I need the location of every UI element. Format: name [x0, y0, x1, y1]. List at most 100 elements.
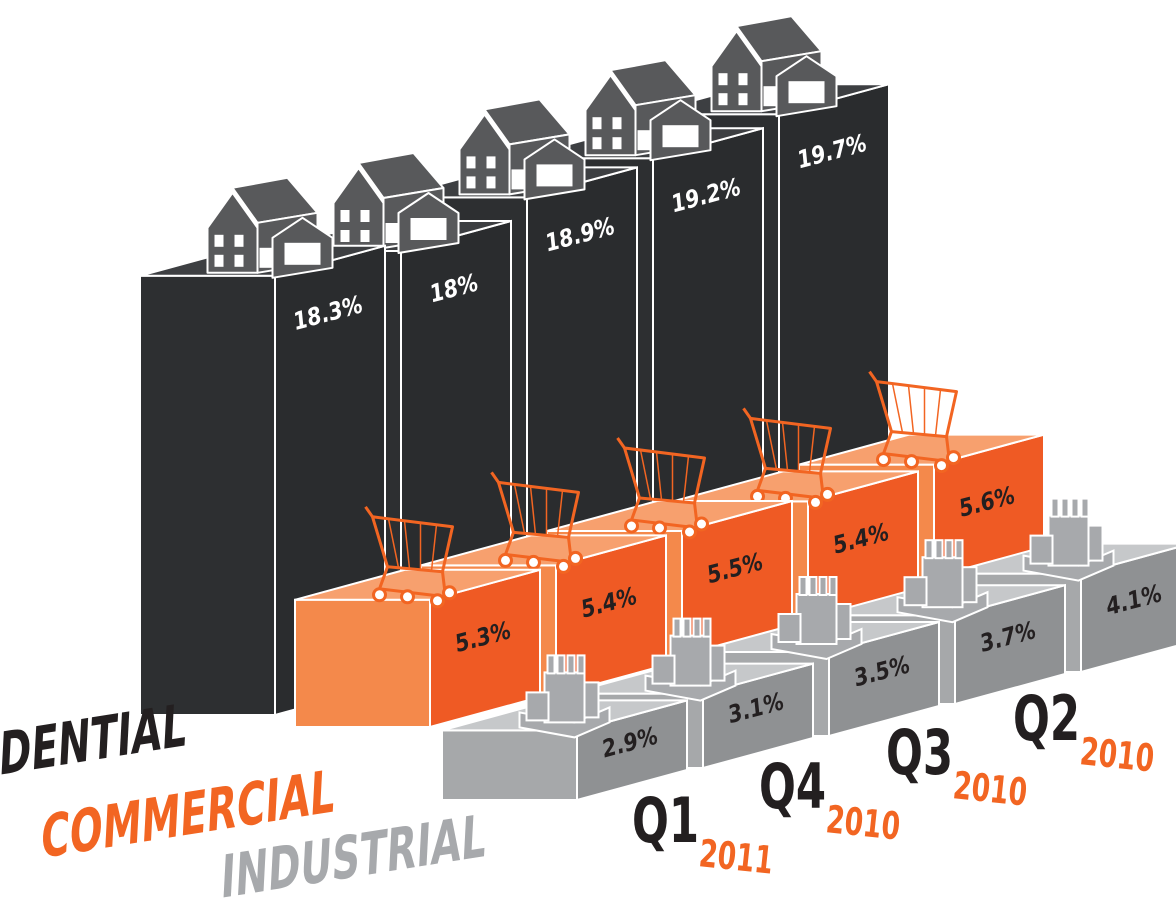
chimney [1050, 497, 1060, 518]
chimney [798, 576, 808, 596]
box-front [441, 729, 578, 801]
chimney [818, 576, 828, 596]
icon [770, 576, 863, 661]
chimney [1060, 497, 1070, 518]
cart-wheel [904, 454, 919, 470]
window [592, 117, 602, 130]
factory-block [777, 613, 802, 643]
chimney [566, 654, 576, 675]
cart-wheel [820, 486, 835, 502]
icon [644, 617, 737, 702]
door [511, 169, 524, 190]
chimney [954, 539, 964, 560]
window [234, 234, 244, 247]
window [738, 93, 748, 106]
factory-block [525, 691, 550, 722]
cart-wheel [624, 518, 639, 534]
factory-block [709, 644, 726, 682]
cart-wheel [682, 524, 697, 540]
icon [518, 654, 611, 739]
x-tick-year: 2011 [697, 831, 775, 883]
cart-wire [529, 486, 537, 535]
icon [1022, 497, 1115, 582]
cart-handle [868, 370, 878, 383]
cart-wheel [568, 550, 583, 566]
factory-block [903, 576, 928, 607]
cart-handle [490, 471, 500, 484]
house-body [206, 191, 259, 274]
window [214, 234, 224, 247]
cart-wire [513, 484, 526, 534]
window [214, 254, 224, 267]
cart-wire [403, 520, 411, 569]
cart-wheel [946, 450, 961, 466]
icon [206, 176, 334, 279]
cart-wire [430, 524, 438, 571]
window [466, 156, 476, 169]
cart-wire [682, 455, 690, 503]
garage-door [662, 125, 699, 148]
chimney [672, 617, 682, 638]
factory-block [669, 634, 712, 687]
chimney [702, 617, 712, 638]
cart-handle [364, 505, 374, 518]
cart-wheel [556, 558, 571, 574]
cart-wheel [372, 587, 387, 603]
house-body [584, 74, 637, 157]
x-tick-label: Q1 [632, 784, 699, 857]
cart-wheel [442, 585, 457, 601]
x-tick-label: Q4 [759, 750, 826, 823]
cart-wheel [934, 458, 949, 474]
icon [742, 407, 835, 510]
factory-block [543, 671, 586, 724]
box-side [1080, 546, 1176, 674]
cart-handle [742, 407, 752, 420]
cart-wheel [430, 593, 445, 609]
window [360, 210, 370, 222]
factory-block [795, 593, 838, 645]
chimney [934, 539, 944, 560]
chimney [1070, 497, 1080, 518]
icon [490, 471, 583, 574]
chimney [808, 576, 818, 596]
window [612, 117, 622, 130]
cart-wire [781, 422, 789, 471]
cart-wheel [526, 554, 541, 570]
house-body [458, 113, 511, 196]
window [360, 230, 370, 242]
window [738, 73, 748, 86]
door [259, 247, 272, 268]
window [340, 210, 350, 222]
cart-wheel [808, 494, 823, 510]
cart-wheel [876, 452, 891, 468]
chimney [682, 617, 692, 638]
icon [710, 15, 838, 118]
factory-block [651, 654, 676, 685]
factory-block [961, 566, 978, 604]
cart-wheel [652, 520, 667, 536]
door [637, 130, 650, 151]
icon [364, 505, 457, 609]
cart-wire [891, 383, 904, 433]
window [234, 254, 244, 267]
chimney [692, 617, 702, 638]
box [294, 568, 541, 729]
factory-block [583, 681, 600, 719]
factory-block [1047, 514, 1090, 567]
box [441, 699, 688, 802]
cart-wheel [498, 552, 513, 568]
house-body [710, 30, 763, 113]
cart-wire [765, 420, 778, 470]
icon [332, 152, 460, 254]
window [612, 137, 622, 150]
chimney [924, 539, 934, 560]
icon [458, 98, 586, 201]
x-tick-label: Q2 [1013, 682, 1080, 755]
factory-block [835, 603, 852, 640]
window [466, 176, 476, 189]
x-tick-year: 2010 [951, 763, 1029, 815]
cart-wheel [400, 589, 415, 605]
chimney [944, 539, 954, 560]
